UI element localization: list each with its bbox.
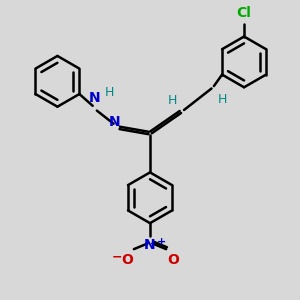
Text: H: H — [218, 93, 227, 106]
Text: N: N — [144, 238, 156, 252]
Text: N: N — [89, 91, 100, 105]
Text: H: H — [105, 85, 114, 99]
Text: H: H — [168, 94, 177, 107]
Text: O: O — [167, 253, 179, 267]
Text: N: N — [108, 115, 120, 128]
Text: O: O — [121, 253, 133, 267]
Text: −: − — [112, 250, 122, 264]
Text: +: + — [157, 237, 166, 247]
Text: Cl: Cl — [237, 6, 251, 20]
